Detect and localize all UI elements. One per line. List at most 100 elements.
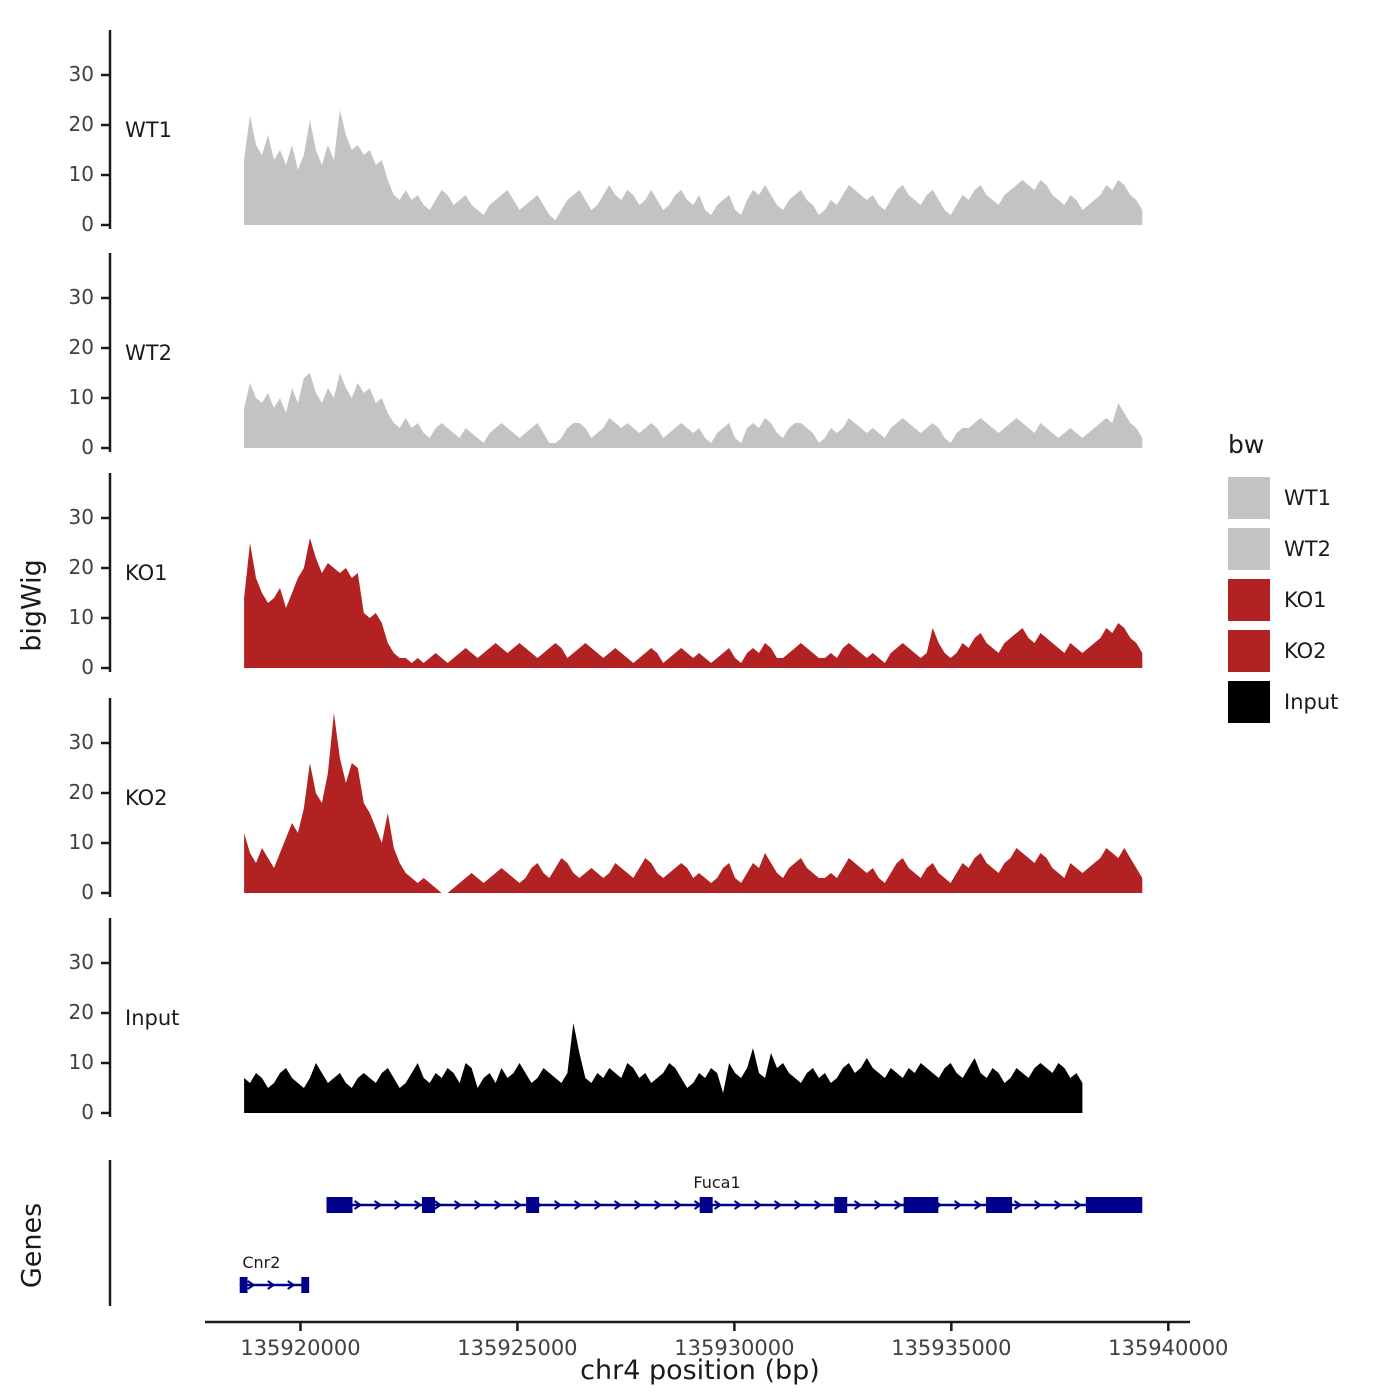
gene-label-Cnr2: Cnr2 (242, 1253, 281, 1272)
y-tick-label: 0 (81, 1100, 94, 1124)
gene-exon-Cnr2 (301, 1277, 310, 1293)
legend-label: KO2 (1284, 639, 1327, 663)
x-tick-label: 135930000 (674, 1336, 795, 1360)
y-tick-label: 20 (68, 555, 94, 579)
strand-arrow-icon (953, 1200, 963, 1210)
gene-exon-Fuca1 (699, 1197, 713, 1213)
y-tick-label: 20 (68, 335, 94, 359)
track-area-Input (244, 1023, 1083, 1113)
y-tick-label: 0 (81, 435, 94, 459)
strand-arrow-icon (1013, 1200, 1023, 1210)
track-label-WT1: WT1 (125, 118, 172, 142)
track-area-WT2 (244, 373, 1143, 448)
strand-arrow-icon (1033, 1200, 1043, 1210)
y-tick-label: 20 (68, 112, 94, 136)
legend-item-WT1: WT1 (1228, 477, 1338, 519)
strand-arrow-icon (553, 1200, 563, 1210)
legend-swatch-WT1 (1228, 477, 1270, 519)
y-tick-label: 10 (68, 385, 94, 409)
strand-arrow-icon (573, 1200, 583, 1210)
gene-exon-Fuca1 (526, 1197, 540, 1213)
strand-arrow-icon (287, 1280, 296, 1290)
strand-arrow-icon (513, 1200, 523, 1210)
x-tick-label: 135935000 (891, 1336, 1012, 1360)
y-tick-label: 30 (68, 285, 94, 309)
x-tick-label: 135920000 (240, 1336, 361, 1360)
legend-swatch-Input (1228, 681, 1270, 723)
strand-arrow-icon (653, 1200, 663, 1210)
strand-arrow-icon (813, 1200, 823, 1210)
y-tick-label: 10 (68, 830, 94, 854)
y-tick-label: 0 (81, 655, 94, 679)
y-tick-label: 30 (68, 62, 94, 86)
legend-label: KO1 (1284, 588, 1327, 612)
legend-items: WT1 WT2 KO1 KO2 Input (1228, 477, 1338, 723)
y-tick-label: 0 (81, 212, 94, 236)
strand-arrow-icon (793, 1200, 803, 1210)
y-tick-label: 20 (68, 780, 94, 804)
strand-arrow-icon (1053, 1200, 1063, 1210)
strand-arrow-icon (267, 1280, 276, 1290)
legend-item-KO2: KO2 (1228, 630, 1338, 672)
strand-arrow-icon (873, 1200, 883, 1210)
gene-label-Fuca1: Fuca1 (693, 1173, 741, 1192)
x-tick-label: 135925000 (457, 1336, 578, 1360)
track-area-KO1 (244, 538, 1143, 668)
gene-exon-Fuca1 (1085, 1197, 1143, 1213)
legend-title: bw (1228, 430, 1265, 459)
legend-label: WT1 (1284, 486, 1331, 510)
strand-arrow-icon (593, 1200, 603, 1210)
strand-arrow-icon (247, 1280, 256, 1290)
track-label-Input: Input (125, 1006, 180, 1030)
track-label-WT2: WT2 (125, 341, 172, 365)
track-area-WT1 (244, 110, 1143, 225)
strand-arrow-icon (973, 1200, 983, 1210)
legend-swatch-KO2 (1228, 630, 1270, 672)
legend-item-KO1: KO1 (1228, 579, 1338, 621)
strand-arrow-icon (853, 1200, 863, 1210)
strand-arrow-icon (473, 1200, 483, 1210)
legend-item-Input: Input (1228, 681, 1338, 723)
strand-arrow-icon (613, 1200, 623, 1210)
strand-arrow-icon (433, 1200, 443, 1210)
gene-exon-Fuca1 (834, 1197, 848, 1213)
y-tick-label: 30 (68, 730, 94, 754)
strand-arrow-icon (493, 1200, 503, 1210)
y-tick-label: 30 (68, 505, 94, 529)
strand-arrow-icon (1073, 1200, 1083, 1210)
y-tick-label: 10 (68, 162, 94, 186)
strand-arrow-icon (373, 1200, 383, 1210)
strand-arrow-icon (893, 1200, 903, 1210)
track-label-KO1: KO1 (125, 561, 168, 585)
x-tick-label: 135940000 (1108, 1336, 1229, 1360)
legend-swatch-KO1 (1228, 579, 1270, 621)
gene-exon-Fuca1 (421, 1197, 435, 1213)
y-tick-label: 0 (81, 880, 94, 904)
strand-arrow-icon (713, 1200, 723, 1210)
legend: bw WT1 WT2 KO1 KO2 Input (1228, 430, 1338, 732)
gene-exon-Cnr2 (239, 1277, 248, 1293)
gene-exon-Fuca1 (326, 1197, 353, 1213)
strand-arrow-icon (413, 1200, 423, 1210)
strand-arrow-icon (733, 1200, 743, 1210)
x-axis-title: chr4 position (bp) (580, 1355, 820, 1386)
track-area-KO2 (244, 713, 1143, 893)
legend-label: WT2 (1284, 537, 1331, 561)
genes-panel-title: Genes (16, 1202, 48, 1289)
y-tick-label: 10 (68, 605, 94, 629)
strand-arrow-icon (393, 1200, 403, 1210)
strand-arrow-icon (673, 1200, 683, 1210)
strand-arrow-icon (753, 1200, 763, 1210)
gene-exon-Fuca1 (903, 1197, 939, 1213)
strand-arrow-icon (633, 1200, 643, 1210)
y-tick-label: 20 (68, 1000, 94, 1024)
y-tick-label: 30 (68, 950, 94, 974)
track-label-KO2: KO2 (125, 786, 168, 810)
strand-arrow-icon (353, 1200, 363, 1210)
y-tick-label: 10 (68, 1050, 94, 1074)
legend-label: Input (1284, 690, 1339, 714)
gene-exon-Fuca1 (986, 1197, 1013, 1213)
legend-swatch-WT2 (1228, 528, 1270, 570)
